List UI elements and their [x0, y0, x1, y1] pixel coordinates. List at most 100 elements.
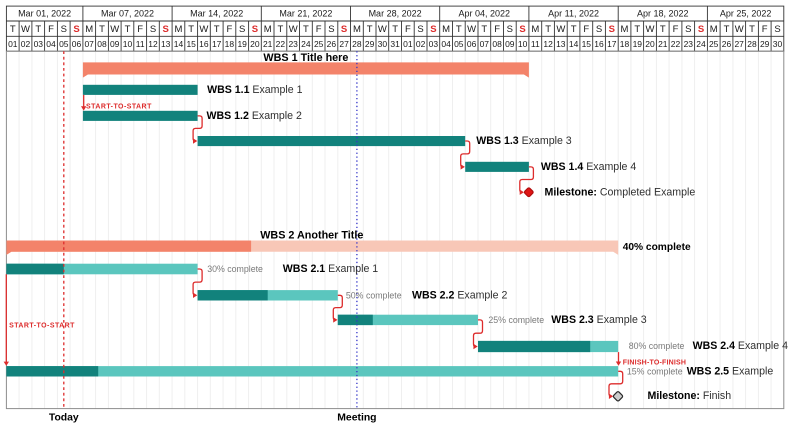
svg-text:Apr 25, 2022: Apr 25, 2022	[720, 9, 772, 19]
svg-text:WBS 1.2 Example 2: WBS 1.2 Example 2	[207, 110, 302, 122]
svg-text:S: S	[685, 24, 691, 35]
svg-text:25: 25	[709, 39, 719, 49]
svg-text:50% complete: 50% complete	[346, 290, 402, 300]
svg-text:20: 20	[645, 39, 655, 49]
svg-text:WBS 2 Another Title: WBS 2 Another Title	[260, 229, 363, 241]
svg-text:Apr 04, 2022: Apr 04, 2022	[459, 9, 511, 19]
svg-text:09: 09	[110, 39, 120, 49]
svg-text:19: 19	[633, 39, 643, 49]
svg-text:S: S	[73, 24, 79, 35]
svg-text:W: W	[199, 24, 208, 35]
svg-text:T: T	[303, 24, 309, 35]
svg-text:T: T	[749, 24, 755, 35]
svg-text:T: T	[35, 24, 41, 35]
svg-text:T: T	[10, 24, 16, 35]
svg-text:14: 14	[569, 39, 579, 49]
svg-text:WBS 1.1 Example 1: WBS 1.1 Example 1	[207, 84, 302, 96]
svg-text:15: 15	[582, 39, 592, 49]
svg-text:27: 27	[339, 39, 349, 49]
svg-text:T: T	[214, 24, 220, 35]
svg-text:T: T	[125, 24, 131, 35]
svg-text:W: W	[289, 24, 298, 35]
svg-text:T: T	[481, 24, 487, 35]
svg-text:S: S	[252, 24, 258, 35]
svg-text:T: T	[99, 24, 105, 35]
svg-text:12: 12	[543, 39, 553, 49]
svg-text:15% complete: 15% complete	[627, 367, 683, 377]
svg-text:12: 12	[148, 39, 158, 49]
svg-text:S: S	[417, 24, 423, 35]
svg-text:10: 10	[123, 39, 133, 49]
svg-text:22: 22	[671, 39, 681, 49]
svg-text:01: 01	[403, 39, 413, 49]
svg-text:WBS 1.3 Example 3: WBS 1.3 Example 3	[476, 135, 571, 147]
svg-text:F: F	[673, 24, 679, 35]
svg-text:11: 11	[136, 39, 145, 49]
svg-text:T: T	[188, 24, 194, 35]
svg-text:40% complete: 40% complete	[623, 242, 691, 253]
svg-text:S: S	[150, 24, 156, 35]
svg-text:30: 30	[378, 39, 388, 49]
svg-text:24: 24	[696, 39, 706, 49]
svg-text:Mar 14, 2022: Mar 14, 2022	[190, 9, 243, 19]
svg-text:13: 13	[556, 39, 566, 49]
svg-text:13: 13	[161, 39, 171, 49]
svg-text:18: 18	[620, 39, 630, 49]
svg-text:31: 31	[390, 39, 400, 49]
svg-text:07: 07	[480, 39, 490, 49]
svg-text:03: 03	[429, 39, 439, 49]
svg-text:F: F	[226, 24, 232, 35]
svg-text:F: F	[316, 24, 322, 35]
svg-text:16: 16	[199, 39, 209, 49]
svg-text:28: 28	[747, 39, 757, 49]
svg-text:24: 24	[301, 39, 311, 49]
svg-text:17: 17	[607, 39, 617, 49]
svg-text:F: F	[494, 24, 500, 35]
svg-text:Mar 21, 2022: Mar 21, 2022	[279, 9, 332, 19]
svg-text:Milestone: Finish: Milestone: Finish	[648, 390, 732, 402]
svg-text:WBS 2.1 Example 1: WBS 2.1 Example 1	[283, 263, 378, 275]
svg-text:Mar 01, 2022: Mar 01, 2022	[18, 9, 71, 19]
svg-text:06: 06	[72, 39, 82, 49]
svg-text:WBS 1 Title here: WBS 1 Title here	[263, 52, 348, 64]
svg-text:T: T	[545, 24, 551, 35]
svg-text:08: 08	[492, 39, 502, 49]
svg-text:M: M	[353, 24, 361, 35]
svg-text:04: 04	[441, 39, 451, 49]
svg-text:29: 29	[365, 39, 375, 49]
svg-text:Apr 18, 2022: Apr 18, 2022	[637, 9, 689, 19]
svg-text:T: T	[392, 24, 398, 35]
svg-text:01: 01	[8, 39, 18, 49]
svg-text:S: S	[341, 24, 347, 35]
svg-text:22: 22	[276, 39, 286, 49]
svg-text:WBS 2.5 Example: WBS 2.5 Example	[687, 366, 774, 378]
svg-text:18: 18	[225, 39, 235, 49]
svg-text:W: W	[735, 24, 744, 35]
svg-text:T: T	[724, 24, 730, 35]
svg-text:30: 30	[773, 39, 783, 49]
svg-text:23: 23	[684, 39, 694, 49]
svg-text:Mar 28, 2022: Mar 28, 2022	[369, 9, 422, 19]
svg-text:M: M	[442, 24, 450, 35]
svg-text:S: S	[430, 24, 436, 35]
svg-text:21: 21	[658, 39, 668, 49]
svg-text:WBS 1.4 Example 4: WBS 1.4 Example 4	[541, 161, 636, 173]
svg-text:WBS 2.2 Example 2: WBS 2.2 Example 2	[412, 289, 507, 301]
svg-text:W: W	[378, 24, 387, 35]
svg-text:START-TO-START: START-TO-START	[9, 322, 75, 329]
svg-text:W: W	[110, 24, 119, 35]
svg-text:26: 26	[722, 39, 732, 49]
svg-text:30% complete: 30% complete	[207, 264, 263, 274]
svg-text:WBS 2.3 Example 3: WBS 2.3 Example 3	[551, 314, 646, 326]
svg-text:07: 07	[84, 39, 94, 49]
svg-text:06: 06	[467, 39, 477, 49]
svg-text:Meeting: Meeting	[337, 412, 376, 423]
svg-text:M: M	[621, 24, 629, 35]
svg-text:W: W	[467, 24, 476, 35]
svg-text:Apr 11, 2022: Apr 11, 2022	[548, 9, 599, 19]
svg-text:17: 17	[212, 39, 222, 49]
svg-text:80% complete: 80% complete	[629, 341, 685, 351]
svg-text:M: M	[531, 24, 539, 35]
svg-text:T: T	[571, 24, 577, 35]
svg-text:S: S	[609, 24, 615, 35]
